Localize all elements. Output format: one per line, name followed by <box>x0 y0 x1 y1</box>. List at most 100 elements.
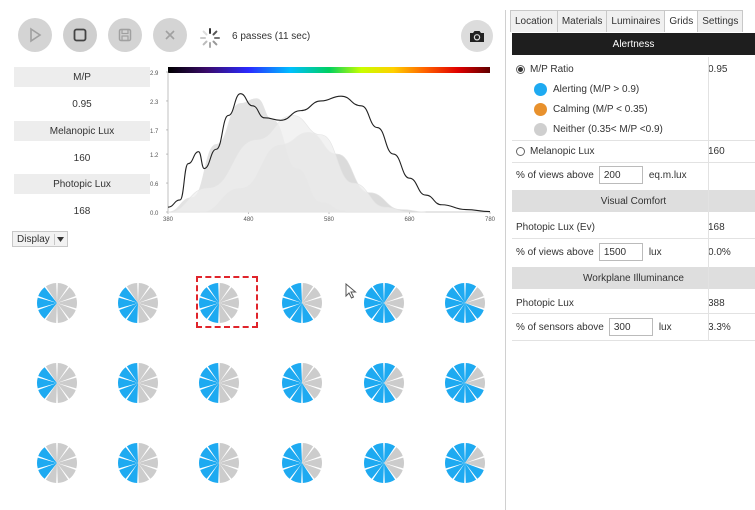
glyph-wedge-neither <box>45 383 57 403</box>
view-glyph[interactable] <box>115 440 161 486</box>
view-glyph[interactable] <box>34 280 80 326</box>
view-glyph[interactable] <box>361 360 407 406</box>
glyph-wedge-neither <box>465 377 485 389</box>
view-glyph[interactable] <box>115 280 161 326</box>
glyph-wedge-neither <box>302 457 322 469</box>
glyph-wedge-alerting <box>126 463 138 483</box>
glyph-wedge-alerting <box>445 457 465 469</box>
glyph-wedge-alerting <box>290 303 302 323</box>
screenshot-button[interactable] <box>461 20 493 52</box>
glyph-wedge-neither <box>138 367 157 383</box>
melanopic-option[interactable]: Melanopic Lux 160 <box>512 143 755 159</box>
view-glyph[interactable] <box>279 280 325 326</box>
glyph-wedge-neither <box>302 367 321 383</box>
view-glyph[interactable] <box>196 280 242 326</box>
glyph-wedge-alerting <box>302 303 314 323</box>
view-glyph[interactable] <box>196 360 242 406</box>
glyph-wedge-alerting <box>465 443 477 463</box>
glyph-wedge-neither <box>465 457 485 469</box>
glyph-wedge-neither <box>302 383 321 399</box>
views-above-value: 0.0% <box>708 246 731 258</box>
glyph-wedge-alerting <box>384 363 396 383</box>
tab-location[interactable]: Location <box>510 10 558 32</box>
glyph-wedge-neither <box>57 303 69 323</box>
glyph-wedge-alerting <box>37 377 57 389</box>
views-above-unit: lux <box>648 246 662 258</box>
save-icon <box>118 28 132 42</box>
tab-luminaires[interactable]: Luminaires <box>606 10 666 32</box>
alertness-views-row: % of views above eq.m.lux <box>512 165 755 185</box>
display-dropdown[interactable]: Display <box>12 231 68 247</box>
cancel-button[interactable] <box>153 18 187 52</box>
view-glyph[interactable] <box>361 440 407 486</box>
glyph-wedge-alerting <box>445 297 465 309</box>
alertness-title: Alertness <box>512 33 755 55</box>
glyph-wedge-neither <box>302 287 321 303</box>
glyph-wedge-neither <box>57 463 69 483</box>
camera-icon <box>470 31 484 42</box>
glyph-wedge-neither <box>138 287 157 303</box>
stop-button[interactable] <box>63 18 97 52</box>
glyph-wedge-neither <box>57 443 69 463</box>
mouse-cursor-icon <box>345 283 357 299</box>
tab-grids[interactable]: Grids <box>664 10 699 32</box>
mp-ratio-value: 0.95 <box>708 63 728 75</box>
glyph-wedge-alerting <box>199 457 219 469</box>
neither-swatch-icon <box>534 122 547 136</box>
glyph-wedge-alerting <box>384 463 396 483</box>
mp-ratio-radio[interactable] <box>516 64 525 74</box>
glyph-wedge-alerting <box>207 303 219 323</box>
view-glyph[interactable] <box>34 440 80 486</box>
melanopic-radio[interactable] <box>516 146 525 156</box>
glyph-wedge-alerting <box>290 463 302 483</box>
glyph-wedge-neither <box>45 303 57 323</box>
glyph-wedge-alerting <box>446 367 465 383</box>
glyph-wedge-alerting <box>365 367 384 383</box>
glyph-wedge-neither <box>384 287 403 303</box>
glyph-wedge-alerting <box>126 383 138 403</box>
glyph-wedge-neither <box>57 383 69 403</box>
mp-ratio-option[interactable]: M/P Ratio 0.95 <box>512 61 755 77</box>
glyph-wedge-alerting <box>446 287 465 303</box>
workplane-photopic-value: 388 <box>708 297 725 309</box>
glyph-wedge-alerting <box>465 303 484 319</box>
visual-comfort-title: Visual Comfort <box>512 190 755 212</box>
photopic-threshold-input[interactable] <box>598 243 643 261</box>
glyph-wedge-alerting <box>365 287 384 303</box>
view-glyph[interactable] <box>361 280 407 326</box>
view-glyph[interactable] <box>279 360 325 406</box>
glyph-wedge-neither <box>384 367 403 383</box>
play-button[interactable] <box>18 18 52 52</box>
glyph-wedge-alerting <box>283 303 302 319</box>
glyph-wedge-alerting <box>118 297 138 309</box>
tab-settings[interactable]: Settings <box>697 10 744 32</box>
spectrum-color-bar <box>168 67 490 73</box>
sensors-above-value: 3.3% <box>708 321 731 333</box>
glyph-wedge-alerting <box>207 383 219 403</box>
sensor-threshold-input[interactable] <box>608 318 653 336</box>
glyph-wedge-neither <box>138 377 158 389</box>
y-tick-label: 1.2 <box>150 153 159 159</box>
spinner-icon <box>200 28 220 48</box>
legend-alerting: Alerting (M/P > 0.9) <box>512 81 755 97</box>
view-glyph[interactable] <box>279 440 325 486</box>
glyph-wedge-neither <box>45 363 57 383</box>
glyph-wedge-alerting <box>283 367 302 383</box>
view-glyph[interactable] <box>442 440 488 486</box>
melanopic-threshold-input[interactable] <box>598 166 643 184</box>
glyph-wedge-neither <box>465 287 484 303</box>
play-icon <box>30 27 42 43</box>
view-glyph[interactable] <box>196 440 242 486</box>
y-tick-label: 0.0 <box>150 211 159 217</box>
glyph-wedge-neither <box>138 447 157 463</box>
glyph-wedge-alerting <box>38 367 57 383</box>
view-glyph[interactable] <box>34 360 80 406</box>
tab-materials[interactable]: Materials <box>556 10 608 32</box>
view-glyph[interactable] <box>442 280 488 326</box>
glyph-wedge-neither <box>302 443 314 463</box>
glyph-wedge-neither <box>465 367 484 383</box>
view-glyph[interactable] <box>442 360 488 406</box>
comfort-views-row: % of views above lux 0.0% <box>512 242 755 262</box>
view-glyph[interactable] <box>115 360 161 406</box>
save-button[interactable] <box>108 18 142 52</box>
